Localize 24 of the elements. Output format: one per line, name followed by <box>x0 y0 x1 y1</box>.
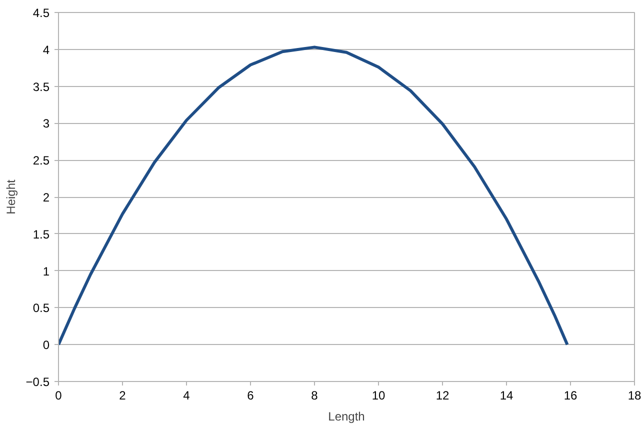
x-tick-label: 14 <box>500 388 514 402</box>
x-tick-label: 18 <box>628 388 642 402</box>
line-series <box>58 46 569 346</box>
x-tick-label: 16 <box>564 388 578 402</box>
y-tick-label: 4.5 <box>32 6 50 20</box>
y-tick-label: 2.5 <box>32 154 50 168</box>
x-tick-label: 4 <box>183 388 190 402</box>
y-tick-label: 3 <box>42 116 50 131</box>
y-tick-label: 4 <box>42 42 50 57</box>
x-tick-label: 10 <box>372 388 386 402</box>
x-tick-label: 6 <box>247 388 254 402</box>
y-tick-label: 2 <box>42 190 50 204</box>
x-tick-label: 8 <box>311 388 318 402</box>
y-tick-label: 3.5 <box>32 80 50 94</box>
y-tick-label: 0.5 <box>32 301 50 316</box>
y-tick-label: 1.5 <box>32 227 50 242</box>
y-tick-label: −0.5 <box>26 375 50 389</box>
x-tick-label: 0 <box>55 388 62 402</box>
x-axis-title: Length <box>328 410 365 424</box>
x-tick-label: 2 <box>119 388 126 402</box>
y-axis-title: Height <box>4 178 18 214</box>
x-tick-label: 12 <box>436 388 450 402</box>
y-tick-label: 0 <box>42 338 50 352</box>
y-tick-label: 1 <box>42 264 50 278</box>
